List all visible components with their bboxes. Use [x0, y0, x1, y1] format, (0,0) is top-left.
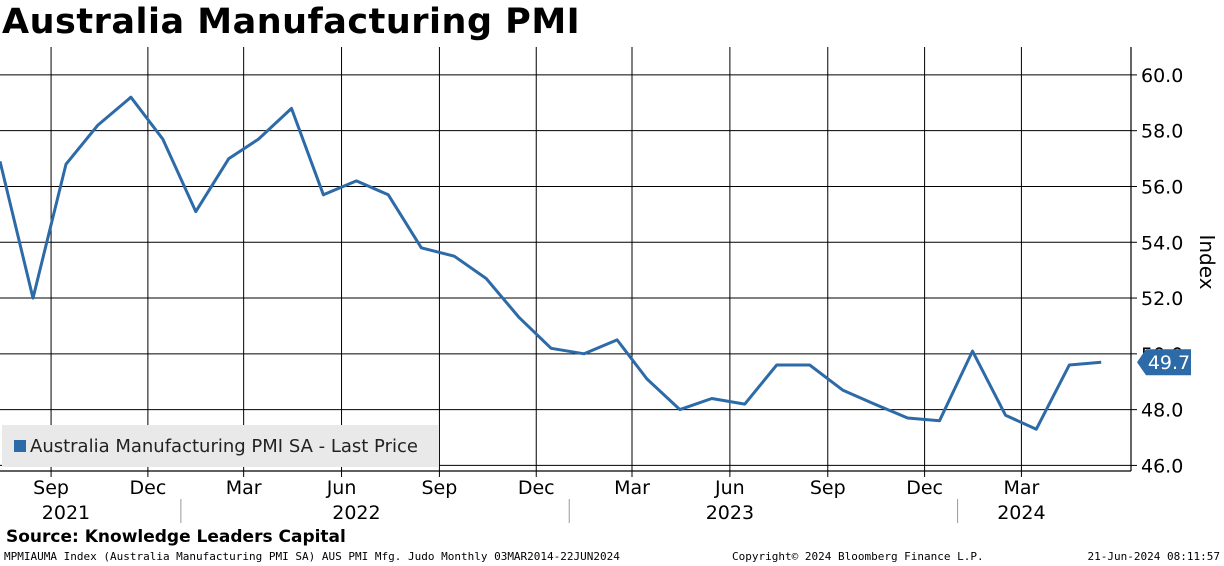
- year-label: 2024: [997, 502, 1045, 524]
- y-tick-label: 56.0: [1141, 176, 1183, 198]
- year-label: 2023: [706, 502, 754, 524]
- y-tick-label: 46.0: [1141, 455, 1183, 477]
- year-label: 2022: [332, 502, 380, 524]
- x-tick-label: Sep: [810, 477, 846, 499]
- footer-timestamp: 21-Jun-2024 08:11:57: [1087, 550, 1220, 563]
- legend-swatch: [14, 440, 26, 452]
- x-tick-label: Jun: [326, 477, 357, 499]
- y-tick-label: 52.0: [1141, 288, 1183, 310]
- x-tick-label: Jun: [714, 477, 745, 499]
- footer-copyright: Copyright© 2024 Bloomberg Finance L.P.: [732, 550, 984, 563]
- x-tick-label: Dec: [518, 477, 555, 499]
- y-tick-label: 54.0: [1141, 232, 1183, 254]
- x-tick-label: Mar: [226, 477, 262, 499]
- series-line: [0, 95, 1102, 431]
- last-value-callout: [1137, 349, 1191, 376]
- x-tick-label: Dec: [906, 477, 943, 499]
- plot-series: [0, 95, 1102, 431]
- x-tick-label: Dec: [130, 477, 167, 499]
- x-tick-label: Mar: [1003, 477, 1039, 499]
- x-tick-label: Sep: [422, 477, 458, 499]
- source-note: Source: Knowledge Leaders Capital: [6, 527, 346, 547]
- y-tick-label: 58.0: [1141, 121, 1183, 143]
- grid-lines: [0, 47, 1131, 471]
- x-tick-label: Mar: [614, 477, 650, 499]
- footer-ticker-info: MPMIAUMA Index (Australia Manufacturing …: [4, 550, 620, 563]
- year-label: 2021: [42, 502, 90, 524]
- y-axis-label: Index: [1195, 234, 1219, 289]
- y-axis: 46.048.050.052.054.056.058.060.049.7: [1130, 47, 1191, 477]
- x-axis: Sep Dec Mar Jun Sep Dec Mar Jun Sep Dec Mar 2021 202…: [0, 470, 1131, 524]
- legend: Australia Manufacturing PMI SA - Last Pr…: [2, 425, 439, 467]
- y-tick-label: 48.0: [1141, 400, 1183, 422]
- last-value-label: 49.7: [1148, 352, 1190, 374]
- x-tick-label: Sep: [33, 477, 69, 499]
- legend-label: Australia Manufacturing PMI SA - Last Pr…: [30, 435, 418, 457]
- y-tick-label: 60.0: [1141, 65, 1183, 87]
- chart-title: Australia Manufacturing PMI: [2, 2, 581, 42]
